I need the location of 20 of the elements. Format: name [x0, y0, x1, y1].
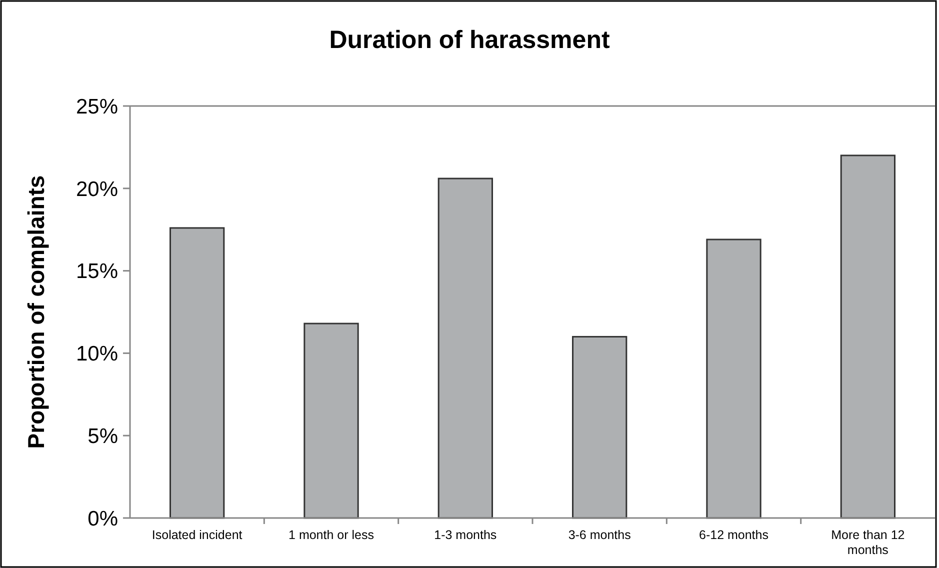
x-tick-label: 3-6 months	[568, 528, 631, 542]
y-tick-label: 10%	[76, 342, 118, 366]
x-tick-label: Isolated incident	[152, 528, 243, 542]
x-tick-label: More than 12 months	[831, 528, 905, 557]
bar	[706, 238, 762, 519]
y-tick-label: 0%	[88, 507, 118, 530]
x-tick-label: 6-12 months	[699, 528, 768, 542]
bar	[438, 178, 493, 519]
bar	[304, 322, 359, 519]
bar	[840, 154, 896, 519]
y-tick-label: 25%	[76, 95, 118, 118]
x-tick-label: 1-3 months	[434, 528, 497, 542]
x-tick-label: 1 month or less	[288, 528, 374, 542]
y-tick-label: 20%	[76, 178, 118, 201]
y-axis-title: Proportion of complaints	[23, 175, 49, 449]
bar	[170, 227, 225, 519]
chart-title: Duration of harassment	[329, 26, 610, 54]
bar	[572, 336, 628, 519]
y-tick-label: 5%	[88, 424, 118, 448]
y-tick-label: 15%	[76, 260, 118, 284]
